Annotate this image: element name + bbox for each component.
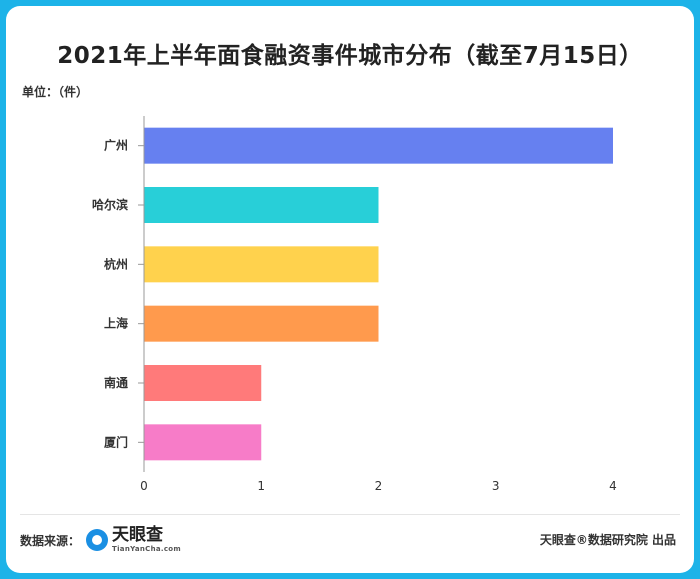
chart-title: 2021年上半年面食融资事件城市分布（截至7月15日） <box>57 43 643 69</box>
unit-label: 单位：（件） <box>22 85 89 99</box>
source-info: 数据来源： 天眼查 TianYanCha.com <box>20 527 181 553</box>
x-tick-label-0: 0 <box>140 479 148 493</box>
category-label-4: 南通 <box>104 375 128 390</box>
bar-4 <box>144 365 262 401</box>
category-label-5: 厦门 <box>104 434 128 449</box>
x-tick-label-2: 2 <box>375 479 383 493</box>
logo-sub: TianYanCha.com <box>112 545 181 553</box>
footer-divider <box>20 514 680 515</box>
chart-card: 2021年上半年面食融资事件城市分布（截至7月15日） 单位：（件） 广州哈尔滨… <box>6 6 694 573</box>
bars-layer <box>144 127 613 461</box>
category-label-1: 哈尔滨 <box>92 197 128 212</box>
logo-name: 天眼查 <box>112 525 164 545</box>
tianyancha-logo: 天眼查 TianYanCha.com <box>86 527 181 553</box>
credit-text: 天眼查®数据研究院 出品 <box>539 533 676 547</box>
category-label-0: 广州 <box>104 138 128 153</box>
x-tick-label-4: 4 <box>609 479 617 493</box>
x-tick-label-1: 1 <box>257 479 265 493</box>
source-label: 数据来源： <box>20 533 81 548</box>
bar-2 <box>144 246 379 283</box>
bar-0 <box>144 127 613 164</box>
category-label-3: 上海 <box>104 316 128 331</box>
x-axis: 0 1 2 3 4 <box>138 116 617 493</box>
category-label-2: 杭州 <box>104 256 128 271</box>
bar-1 <box>144 187 379 223</box>
x-tick-label-3: 3 <box>492 479 500 493</box>
logo-icon <box>86 529 109 551</box>
bar-5 <box>144 424 262 461</box>
bar-3 <box>144 305 379 342</box>
